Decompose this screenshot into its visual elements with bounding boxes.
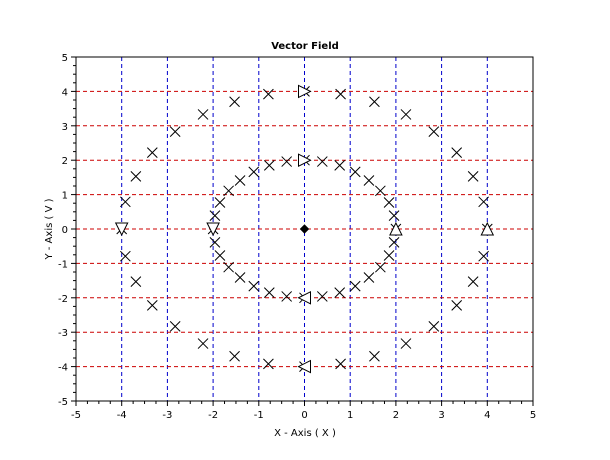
data-point-marker (146, 147, 158, 158)
data-point-marker (400, 109, 412, 120)
x-tick-labels: -5 -4 -3 -2 -1 0 1 2 3 4 5 (71, 410, 536, 421)
y-tick-label: -2 (58, 294, 68, 305)
x-tick-label: -1 (254, 410, 264, 421)
direction-arrow (297, 290, 311, 305)
y-tick-label: -3 (58, 328, 68, 339)
data-point-marker (451, 300, 463, 311)
data-point-marker (375, 261, 386, 273)
data-point-marker (334, 160, 346, 171)
y-tick-label: 1 (62, 191, 68, 202)
y-tick-label: 4 (62, 87, 68, 98)
data-point-marker (363, 175, 375, 186)
data-point-marker (334, 287, 346, 298)
data-point-marker (263, 160, 275, 171)
data-point-marker (375, 185, 386, 197)
data-point-marker (214, 250, 226, 261)
direction-arrow (298, 153, 312, 168)
x-tick-label: 5 (530, 410, 536, 421)
data-point-marker (263, 358, 274, 370)
data-point-marker (363, 272, 375, 283)
direction-arrow (114, 222, 129, 237)
data-point-marker (400, 338, 412, 349)
center-point (299, 224, 310, 234)
data-point-marker (428, 320, 440, 332)
data-point-marker (234, 272, 246, 283)
data-point-marker (383, 197, 395, 208)
data-point-marker (214, 197, 226, 208)
data-point-marker (281, 156, 293, 167)
center-diamond-marker (299, 224, 310, 234)
data-point-marker (169, 320, 181, 332)
data-point-marker (209, 210, 221, 221)
data-point-marker (263, 287, 275, 298)
x-tick-label: 0 (301, 410, 307, 421)
data-point-marker (248, 280, 260, 292)
x-tick-label: 4 (484, 410, 490, 421)
data-point-marker (316, 156, 328, 167)
data-point-marker (335, 358, 346, 370)
data-point-marker (478, 196, 489, 208)
data-point-marker (451, 147, 463, 158)
y-tick-label: -1 (58, 259, 68, 270)
data-point-marker (209, 237, 221, 248)
data-point-marker (223, 261, 234, 273)
data-point-marker (248, 166, 260, 178)
x-tick-label: -2 (208, 410, 218, 421)
data-point-marker (349, 166, 361, 178)
data-point-marker (388, 210, 400, 221)
y-tick-label: -4 (58, 363, 68, 374)
data-point-marker (120, 250, 131, 262)
data-point-marker (197, 109, 209, 120)
direction-arrows (114, 84, 495, 374)
data-point-marker (335, 88, 346, 100)
y-tick-label: -5 (58, 397, 68, 408)
data-point-marker (234, 175, 246, 186)
chart-title: Vector Field (271, 41, 339, 52)
data-point-marker (223, 185, 234, 197)
data-point-marker (169, 126, 181, 138)
x-tick-label: 1 (347, 410, 353, 421)
data-point-marker (263, 88, 274, 100)
x-tick-label: -5 (71, 410, 81, 421)
x-tick-label: 3 (438, 410, 444, 421)
data-point-marker (229, 96, 240, 108)
data-point-marker (281, 291, 293, 302)
direction-arrow (480, 221, 495, 236)
data-point-marker (467, 276, 479, 287)
direction-arrow (298, 84, 312, 99)
direction-arrow (206, 222, 220, 237)
x-axis-label: X - Axis ( X ) (274, 428, 336, 439)
data-point-marker (467, 171, 479, 182)
data-point-marker (349, 280, 361, 292)
direction-arrow (389, 221, 403, 236)
data-point-marker (428, 126, 440, 138)
data-point-marker (197, 338, 209, 349)
data-point-marker (388, 237, 400, 248)
y-tick-label: 0 (62, 225, 68, 236)
data-point-marker (120, 196, 131, 208)
data-point-marker (130, 276, 142, 287)
data-point-marker (478, 250, 489, 262)
y-axis-label: Y - Axis ( V ) (44, 198, 55, 260)
data-point-marker (369, 350, 380, 362)
y-tick-labels: -5 -4 -3 -2 -1 0 1 2 3 4 5 (58, 53, 68, 408)
x-tick-label: 2 (393, 410, 399, 421)
data-point-marker (316, 291, 328, 302)
x-tick-label: -4 (117, 410, 127, 421)
y-tick-label: 5 (62, 53, 68, 64)
y-tick-label: 2 (62, 156, 68, 167)
data-point-marker (146, 300, 158, 311)
data-point-marker (383, 250, 395, 261)
data-point-marker (369, 96, 380, 108)
x-tick-label: -3 (162, 410, 172, 421)
y-tick-label: 3 (62, 122, 68, 133)
direction-arrow (297, 359, 311, 374)
data-point-marker (130, 171, 142, 182)
data-point-marker (229, 350, 240, 362)
axis-ticks (71, 56, 534, 406)
